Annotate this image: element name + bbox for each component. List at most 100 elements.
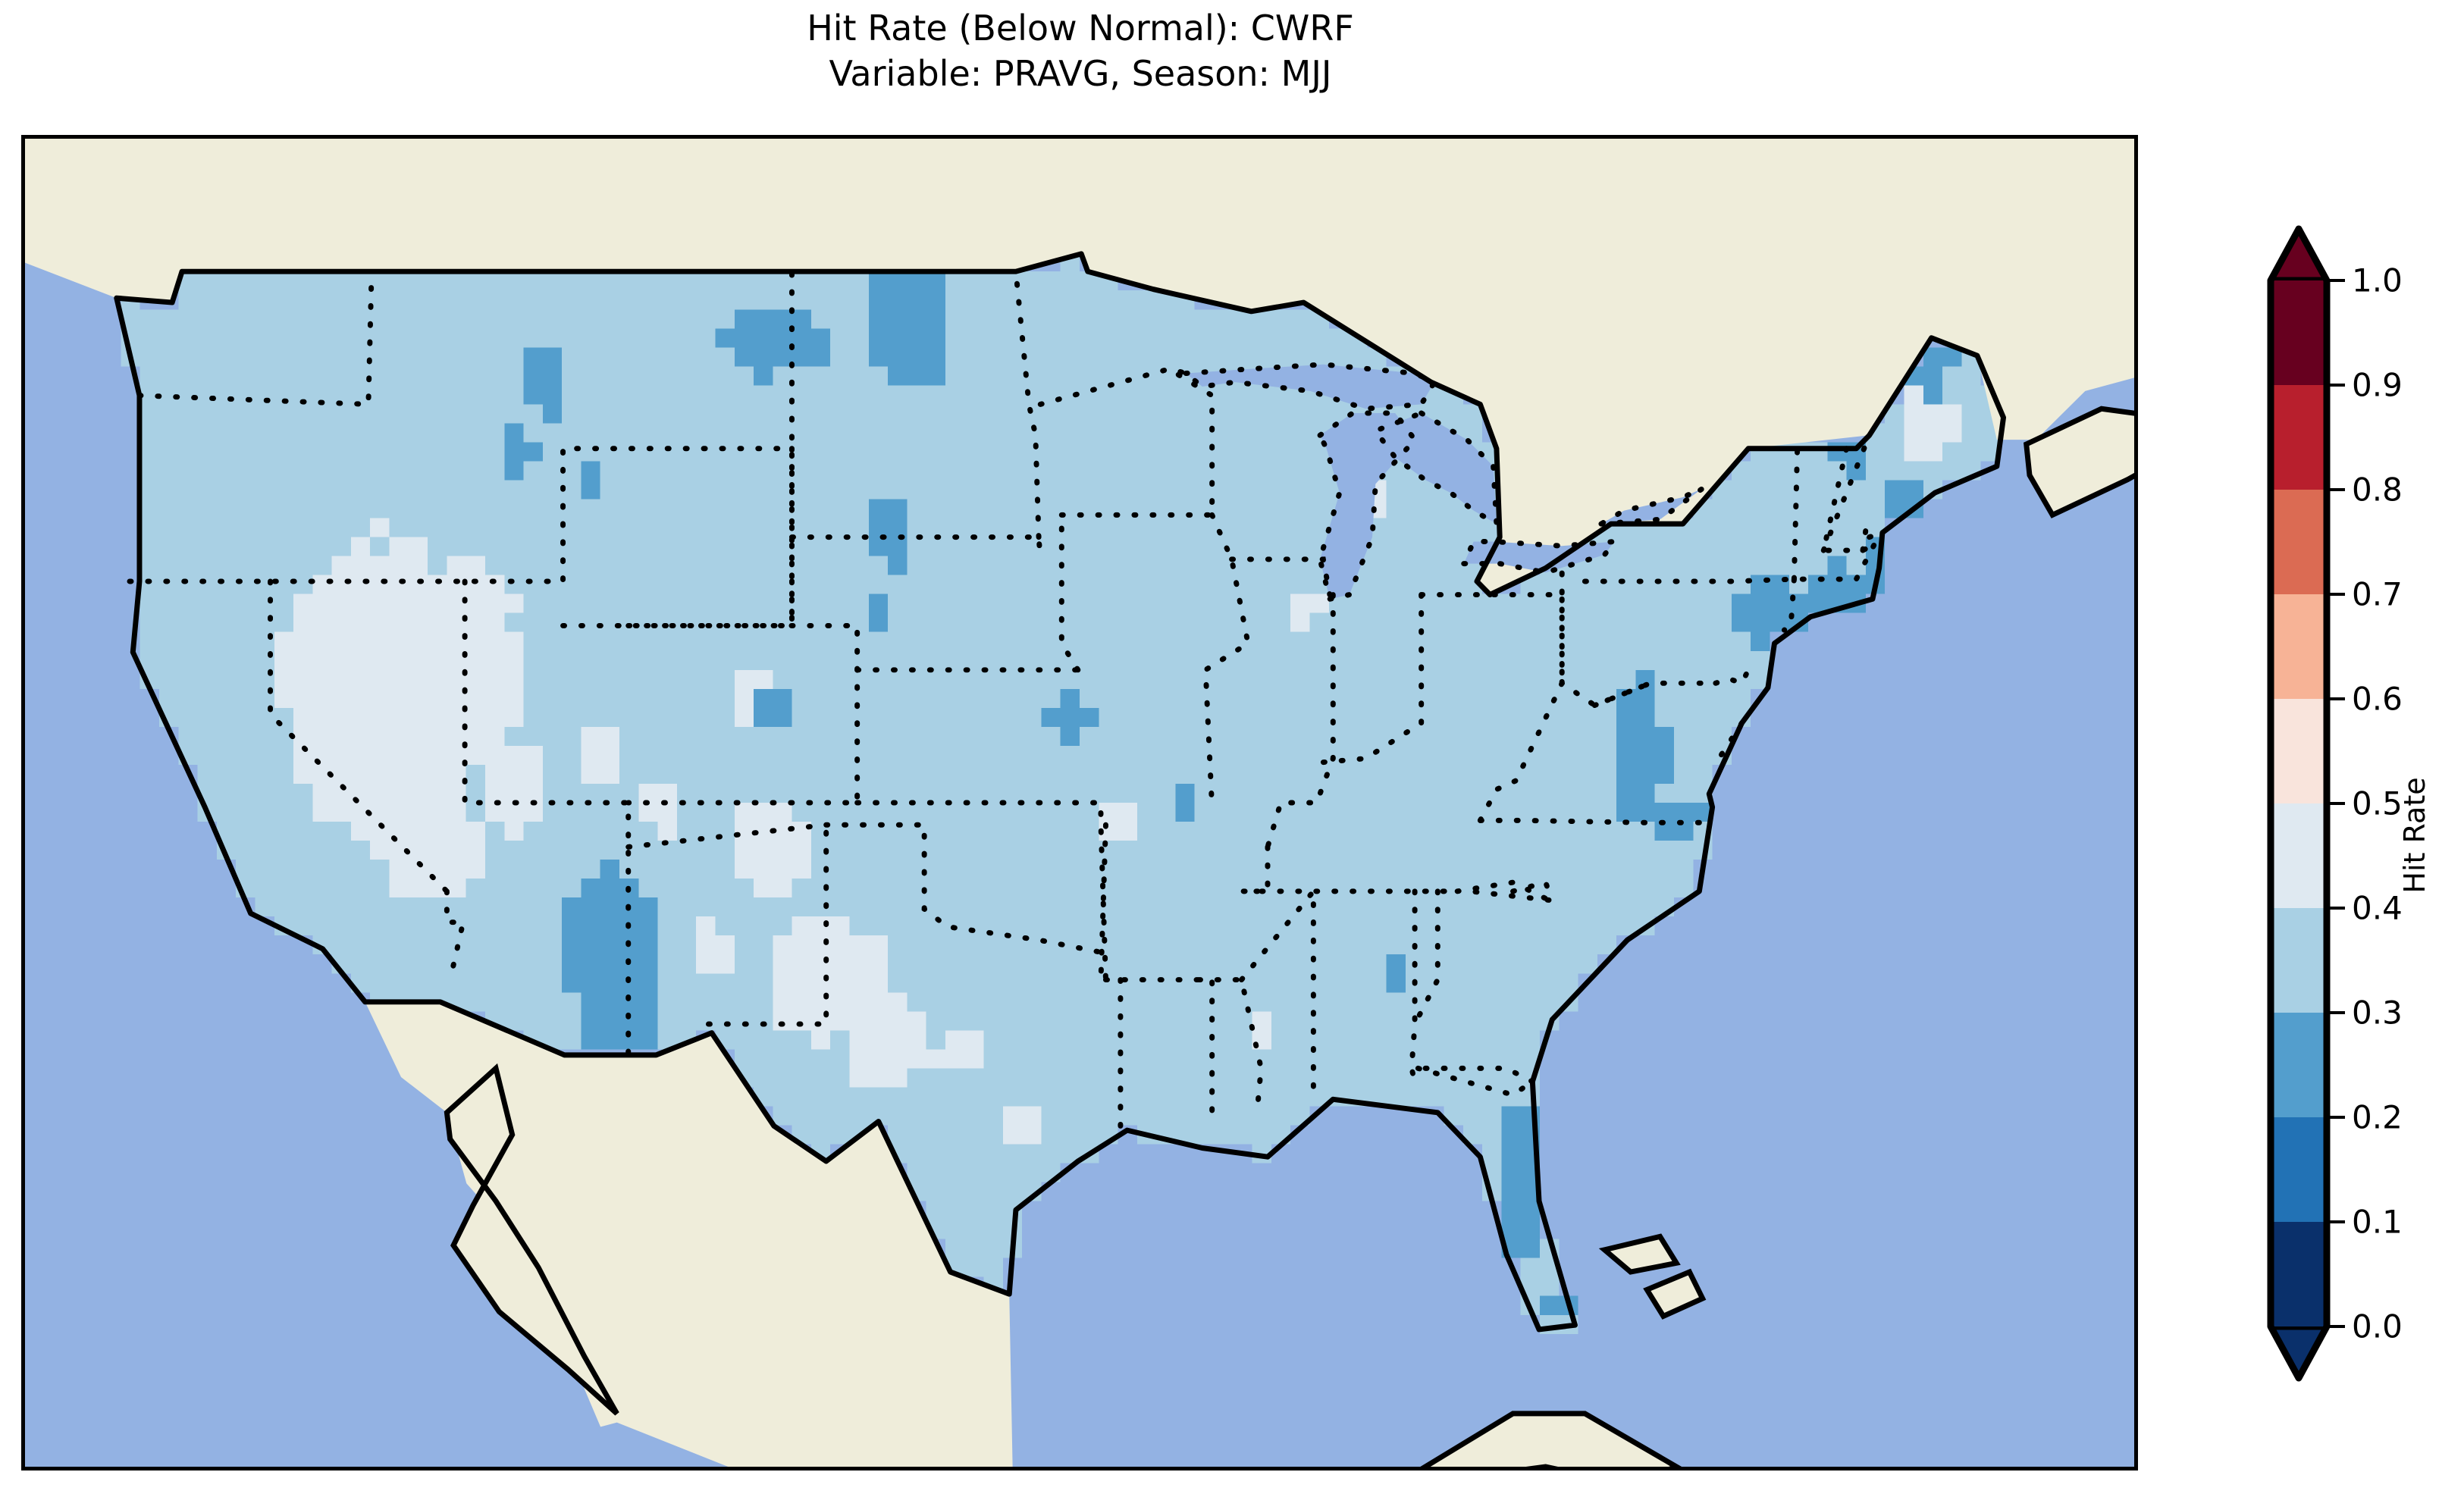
colorbar-band-0.1-0.2 <box>2269 1117 2328 1223</box>
title-line-2: Variable: PRAVG, Season: MJJ <box>829 52 1332 94</box>
state-border <box>1409 888 1418 1085</box>
state-border <box>1202 512 1251 810</box>
foreign-landmass <box>2023 406 2134 518</box>
colorbar-tick-mark <box>2328 488 2345 491</box>
state-border <box>1412 1065 1535 1085</box>
state-border <box>1058 371 1215 518</box>
colorbar-tick-label: 0.5 <box>2352 785 2403 822</box>
colorbar-tick-mark <box>2328 907 2345 910</box>
state-border <box>854 800 1108 983</box>
colorbar-tick-label: 0.6 <box>2352 680 2403 718</box>
foreign-landmass <box>1420 1411 1682 1467</box>
foreign-landmass <box>444 1063 619 1416</box>
map-panel[interactable] <box>21 135 2138 1471</box>
state-border <box>1467 888 1552 903</box>
colorbar-tick-mark <box>2328 1011 2345 1014</box>
state-border <box>444 888 467 983</box>
foreign-landmass <box>1643 1268 1707 1320</box>
colorbar[interactable]: 1.0 0.9 0.8 0.7 0.6 0.5 0.4 0.3 0.2 0.1 0.0 Hit Ra… <box>2267 225 2456 1440</box>
colorbar-tick-label: 0.1 <box>2352 1203 2403 1241</box>
state-border <box>1241 844 1460 894</box>
state-border <box>462 578 632 1058</box>
colorbar-bands <box>2269 280 2328 1327</box>
colorbar-tick-mark <box>2328 279 2345 282</box>
colorbar-band-0.3-0.4 <box>2269 908 2328 1013</box>
state-border <box>1098 822 1108 983</box>
colorbar-tick-mark <box>2328 802 2345 805</box>
great-lake <box>1320 413 1415 600</box>
lake-outline <box>1316 410 1419 603</box>
state-border <box>268 578 450 894</box>
colorbar-band-0.0-0.1 <box>2269 1222 2328 1327</box>
state-border <box>1412 888 1440 1027</box>
colorbar-tick-label: 0.0 <box>2352 1308 2403 1345</box>
state-border <box>1058 512 1081 673</box>
state-border <box>705 822 829 1027</box>
colorbar-tick-mark <box>2328 1116 2345 1119</box>
colorbar-band-0.8-0.9 <box>2269 385 2328 490</box>
colorbar-band-0.4-0.5 <box>2269 803 2328 909</box>
state-border <box>560 268 795 628</box>
state-border <box>1265 592 1336 850</box>
page-title: Hit Rate (Below Normal): CWRF Variable: … <box>0 6 2161 97</box>
colorbar-tick-mark <box>2328 1220 2345 1223</box>
great-lake <box>1375 413 1497 525</box>
state-border <box>788 534 1043 562</box>
state-border <box>1229 556 1333 598</box>
state-border <box>1820 432 1873 553</box>
foreign-landmass <box>25 139 2134 595</box>
state-border <box>625 622 861 806</box>
colorbar-band-0.2-0.3 <box>2269 1013 2328 1118</box>
colorbar-tick-label: 0.8 <box>2352 471 2403 509</box>
state-border <box>1781 576 1797 633</box>
colorbar-tick-label: 0.7 <box>2352 575 2403 613</box>
title-line-1: Hit Rate (Below Normal): CWRF <box>807 8 1354 49</box>
state-border <box>1582 538 1879 584</box>
state-border <box>1591 680 1719 709</box>
colorbar-tick-label: 1.0 <box>2352 262 2403 299</box>
foreign-land-layer <box>25 139 2134 1467</box>
state-border <box>1477 679 1654 823</box>
state-border <box>1713 667 1751 687</box>
state-border <box>1867 530 1886 540</box>
state-border <box>1477 817 1712 825</box>
foreign-landmass <box>365 1001 1013 1467</box>
state-border <box>1454 879 1552 903</box>
state-border <box>1314 592 1425 766</box>
state-border <box>823 822 1108 957</box>
colorbar-over-arrow <box>2269 227 2328 280</box>
colorbar-tick-label: 0.9 <box>2352 366 2403 404</box>
state-borders-layer <box>127 268 1886 1129</box>
colorbar-under-arrow <box>2269 1326 2328 1380</box>
state-border <box>136 268 375 408</box>
state-border <box>1791 446 1801 582</box>
great-lake <box>1186 364 1435 409</box>
lake-outline <box>1459 538 1620 575</box>
lake-outline <box>1371 410 1500 529</box>
state-border <box>1037 366 1189 407</box>
colorbar-tick-label: 0.2 <box>2352 1098 2403 1136</box>
state-border <box>1419 592 1565 686</box>
colorbar-tick-mark <box>2328 1325 2345 1328</box>
colorbar-band-0.6-0.7 <box>2269 594 2328 700</box>
state-border <box>127 446 795 584</box>
colorbar-band-0.5-0.6 <box>2269 699 2328 804</box>
colorbar-axis-label: Hit Rate <box>2398 777 2431 894</box>
state-border <box>1510 879 1555 903</box>
state-border <box>1239 884 1316 1102</box>
state-border <box>1196 977 1264 1107</box>
state-border <box>1102 977 1215 1116</box>
state-border <box>1820 446 1882 553</box>
state-border <box>1013 268 1042 540</box>
colorbar-tick-label: 0.4 <box>2352 889 2403 927</box>
colorbar-band-0.7-0.8 <box>2269 490 2328 595</box>
colorbar-tick-mark <box>2328 697 2345 700</box>
colorbar-band-0.9-1.0 <box>2269 280 2328 386</box>
lake-outline <box>1600 486 1704 527</box>
map-vector-overlay <box>25 139 2134 1467</box>
colorbar-tick-mark <box>2328 384 2345 387</box>
state-border <box>625 822 829 850</box>
foreign-landmass <box>1598 1233 1681 1275</box>
colorbar-tick-mark <box>2328 593 2345 596</box>
colorbar-tick-label: 0.3 <box>2352 994 2403 1032</box>
